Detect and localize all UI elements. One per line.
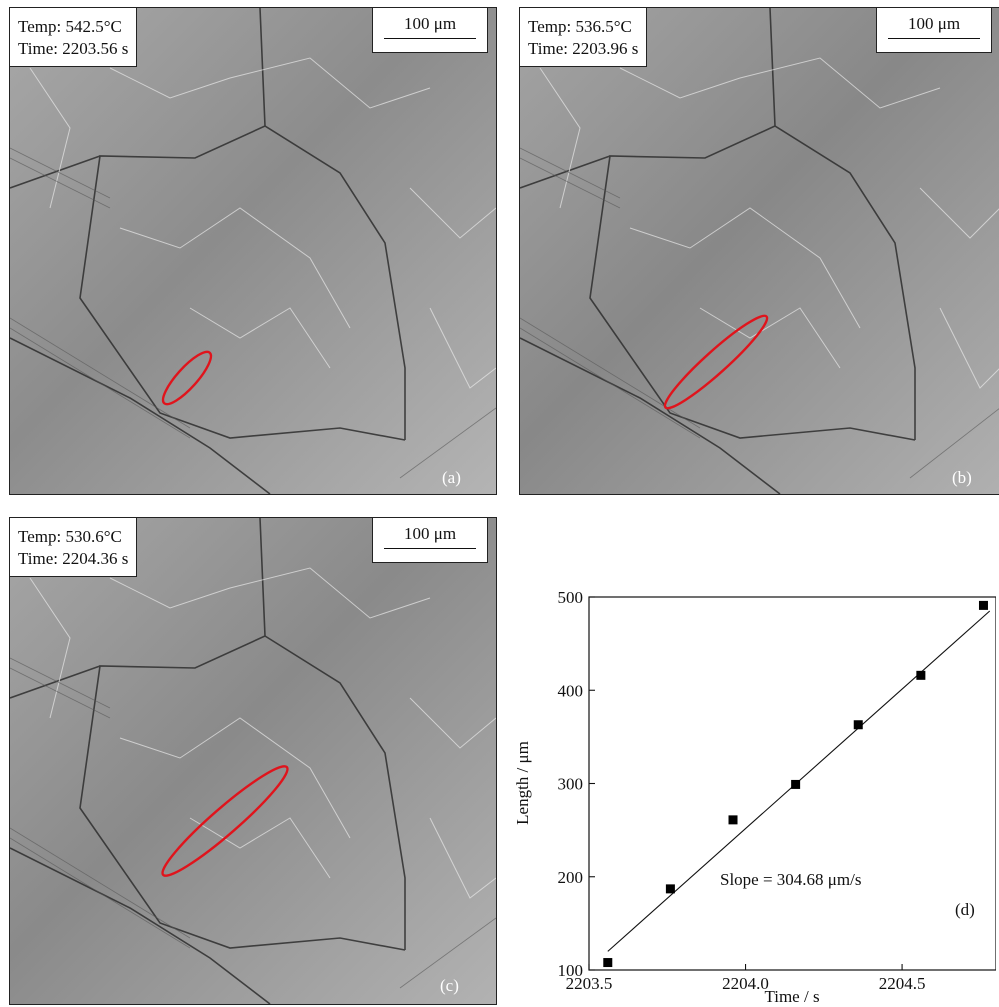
- y-tick-label: 300: [558, 775, 584, 794]
- y-tick-label: 500: [558, 588, 584, 607]
- scale-label-a: 100 μm: [403, 14, 457, 33]
- micrograph-panel-a: Temp: 542.5°C Time: 2203.56 s 100 μm (a): [9, 7, 497, 495]
- time-label-a: Time: 2203.56 s: [18, 39, 129, 58]
- micrograph-panel-b: Temp: 536.5°C Time: 2203.96 s 100 μm (b): [519, 7, 999, 495]
- scale-label-c: 100 μm: [403, 524, 457, 543]
- x-tick-label: 2204.5: [879, 974, 926, 993]
- y-axis-label: Length / μm: [513, 741, 532, 825]
- data-point: [916, 670, 926, 680]
- panel-letter-c: (c): [440, 976, 459, 995]
- scale-line-b: [888, 38, 980, 39]
- data-point: [853, 720, 863, 730]
- time-label-b: Time: 2203.96 s: [528, 39, 639, 58]
- panel-letter-a: (a): [442, 468, 461, 487]
- x-axis-label: Time / s: [764, 987, 819, 1006]
- temp-label-a: Temp: 542.5°C: [18, 17, 122, 36]
- micrograph-panel-c: Temp: 530.6°C Time: 2204.36 s 100 μm (c): [9, 517, 497, 1005]
- scale-line-a: [384, 38, 476, 39]
- y-tick-label: 100: [558, 961, 584, 980]
- data-point: [791, 779, 801, 789]
- info-box-c: Temp: 530.6°C Time: 2204.36 s: [10, 518, 138, 577]
- scale-bar-a: 100 μm: [372, 8, 488, 53]
- scale-bar-c: 100 μm: [372, 518, 488, 563]
- length-vs-time-chart: 100 200 300 400 500 2203.5 2204.0 2204.5 Lengt…: [513, 588, 996, 1006]
- micrograph-image-b: [520, 8, 999, 494]
- x-tick-label: 2203.5: [566, 974, 613, 993]
- scale-label-b: 100 μm: [907, 14, 961, 33]
- data-point: [978, 600, 988, 610]
- scale-bar-b: 100 μm: [876, 8, 992, 53]
- micrograph-image-c: [10, 518, 496, 1004]
- slope-annotation: Slope = 304.68 μm/s: [720, 870, 862, 889]
- x-tick-label: 2204.0: [722, 974, 769, 993]
- time-label-c: Time: 2204.36 s: [18, 549, 129, 568]
- panel-letter-b: (b): [952, 468, 972, 487]
- temp-label-b: Temp: 536.5°C: [528, 17, 632, 36]
- info-box-a: Temp: 542.5°C Time: 2203.56 s: [10, 8, 138, 67]
- panel-letter-d: (d): [955, 900, 975, 919]
- info-box-b: Temp: 536.5°C Time: 2203.96 s: [520, 8, 648, 67]
- data-point: [665, 884, 675, 894]
- data-point: [603, 958, 613, 968]
- temp-label-c: Temp: 530.6°C: [18, 527, 122, 546]
- data-point: [728, 815, 738, 825]
- y-tick-label: 200: [558, 868, 584, 887]
- scale-line-c: [384, 548, 476, 549]
- y-tick-label: 400: [558, 681, 584, 700]
- micrograph-image-a: [10, 8, 496, 494]
